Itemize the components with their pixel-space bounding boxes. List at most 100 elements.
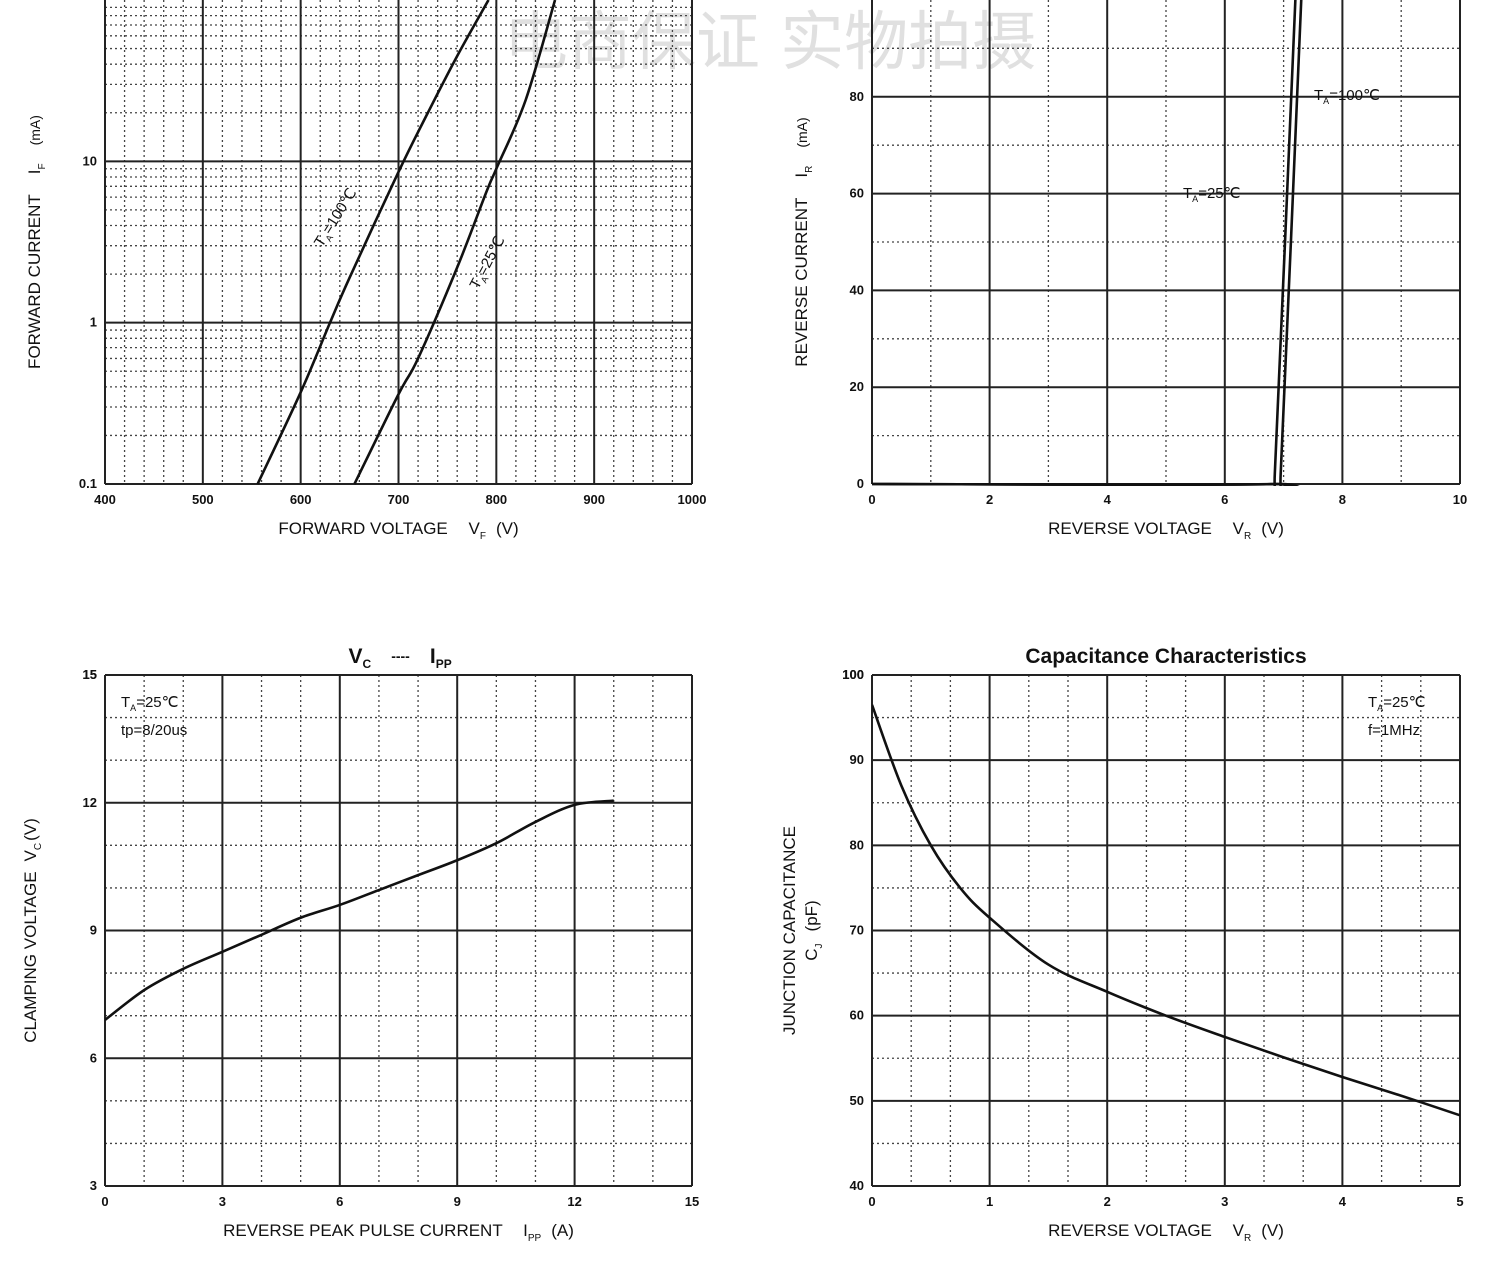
y-tick-label: 80	[850, 837, 864, 852]
y-tick-label: 70	[850, 923, 864, 938]
y-tick-label: 1	[90, 315, 97, 330]
y-axis-unit: (V)	[21, 818, 40, 841]
x-tick-label: 700	[388, 492, 410, 507]
y-tick-label: 0.1	[79, 476, 97, 491]
y-tick-label: 100	[842, 667, 864, 682]
y-tick-label: 6	[90, 1050, 97, 1065]
x-axis-label: REVERSE PEAK PULSE CURRENT IPP (A)	[223, 1221, 574, 1244]
legend-rest: =25℃	[1383, 694, 1425, 711]
x-tick-label: 0	[868, 492, 875, 507]
y-axis-label: REVERSE CURRENT IR (mA)	[792, 117, 815, 366]
watermark: 电商保证 实物拍摄	[504, 6, 1036, 80]
x-tick-label: 0	[868, 1194, 875, 1209]
y-tick-label: 40	[850, 282, 864, 297]
y-axis-label: CLAMPING VOLTAGE VC (V)	[21, 818, 44, 1043]
series-line-1	[353, 0, 557, 485]
forward-characteristics-chart: 400 500 600 700 800 900 1000 0.1 1 10 FORWARD VOLT…	[25, 0, 706, 542]
y-tick-label: 12	[83, 795, 97, 810]
legend-main: T	[1368, 694, 1377, 711]
y-tick-label: 50	[850, 1093, 864, 1108]
y-tick-label: 100	[842, 667, 864, 682]
x-tick-label: 9	[454, 1194, 461, 1209]
y-axis-unit: (mA)	[27, 115, 43, 145]
x-tick-label: 1	[986, 1194, 993, 1209]
x-tick-label: 8	[1339, 492, 1346, 507]
y-tick-label: 90	[850, 752, 864, 767]
curve-label-sub: A	[323, 233, 335, 243]
curve-label-rest: =100℃	[1329, 87, 1380, 104]
x-tick-label: 2	[1104, 1194, 1111, 1209]
major-grid	[871, 674, 1461, 1187]
x-axis-subscript: R	[1244, 531, 1251, 542]
x-axis-subscript: F	[480, 531, 486, 542]
x-tick-label: 600	[290, 492, 312, 507]
y-axis-title: FORWARD CURRENT	[25, 194, 44, 369]
curve-label: TA=25℃	[467, 233, 511, 293]
curve-label: TA=100℃	[1314, 87, 1380, 106]
title-dash: ----	[391, 648, 410, 664]
x-tick-label: 12	[567, 1194, 581, 1209]
spacer	[1212, 519, 1217, 538]
y-axis-unit: (pF)	[802, 900, 821, 931]
x-tick-label: 10	[1453, 492, 1467, 507]
x-axis-symbol: V	[1233, 1221, 1245, 1240]
y-axis-label: FORWARD CURRENT IF (mA)	[25, 115, 48, 369]
chart-title: Capacitance Characteristics	[1025, 645, 1306, 668]
curve-label: TA=100℃	[311, 185, 362, 251]
y-axis-symbol: C	[802, 948, 821, 960]
x-tick-label: 6	[336, 1194, 343, 1209]
curve-label-rest: =25℃	[474, 233, 509, 278]
x-axis-unit: (V)	[1261, 519, 1284, 538]
x-axis-unit: (A)	[551, 1221, 574, 1240]
y-tick-label: 60	[850, 1008, 864, 1023]
x-axis-symbol: V	[1233, 519, 1245, 538]
y-axis-unit: (mA)	[794, 117, 810, 147]
y-tick-label: 60	[850, 186, 864, 201]
x-tick-label: 500	[192, 492, 214, 507]
y-axis-symbol: V	[21, 849, 40, 861]
series-line-1	[872, 0, 1297, 486]
curve-label-sub: A	[479, 275, 491, 285]
y-tick-label: 10	[83, 153, 97, 168]
series-line-0	[105, 799, 614, 1021]
y-axis-label: JUNCTION CAPACITANCE	[780, 826, 799, 1035]
x-tick-label: 5	[1456, 1194, 1463, 1209]
x-axis-label: REVERSE VOLTAGE VR (V)	[1048, 1221, 1284, 1244]
curve-label: TA=25℃	[1183, 185, 1240, 204]
y-tick-label: 20	[850, 379, 864, 394]
y-axis-title: CLAMPING VOLTAGE	[21, 871, 40, 1042]
y-axis-symbol: I	[25, 169, 44, 174]
x-tick-label: 800	[485, 492, 507, 507]
x-axis-symbol: I	[523, 1221, 528, 1240]
x-tick-label: 15	[685, 1194, 699, 1209]
spacer	[502, 1221, 507, 1240]
y-tick-label: 80	[850, 89, 864, 104]
curve-label-sub: A	[1323, 96, 1329, 106]
series-line-0	[256, 0, 490, 485]
legend-line-1: TA=25℃	[121, 694, 178, 713]
title-symbol-a: V	[349, 645, 363, 668]
spacer	[448, 519, 453, 538]
x-axis-title: REVERSE VOLTAGE	[1048, 1221, 1212, 1240]
y-axis-subscript: R	[804, 166, 815, 173]
y-axis-subscript: J	[814, 943, 825, 948]
minor-grid	[105, 0, 692, 484]
y-tick-label: 15	[83, 667, 97, 682]
series-line-0	[872, 704, 1460, 1117]
x-axis-symbol: V	[469, 519, 481, 538]
title-sub-a: C	[363, 657, 372, 671]
x-axis-subscript: R	[1244, 1233, 1251, 1244]
x-axis-label: FORWARD VOLTAGE VF (V)	[278, 519, 518, 542]
curve-label-main: T	[1183, 185, 1192, 202]
spacer	[1212, 1221, 1217, 1240]
y-tick-label: 40	[850, 1178, 864, 1193]
x-tick-label: 900	[583, 492, 605, 507]
curve-label-rest: =100℃	[319, 185, 360, 237]
legend-line-1: TA=25℃	[1368, 694, 1425, 713]
y-axis-title: JUNCTION CAPACITANCE	[780, 826, 799, 1035]
legend-main: T	[121, 694, 130, 711]
